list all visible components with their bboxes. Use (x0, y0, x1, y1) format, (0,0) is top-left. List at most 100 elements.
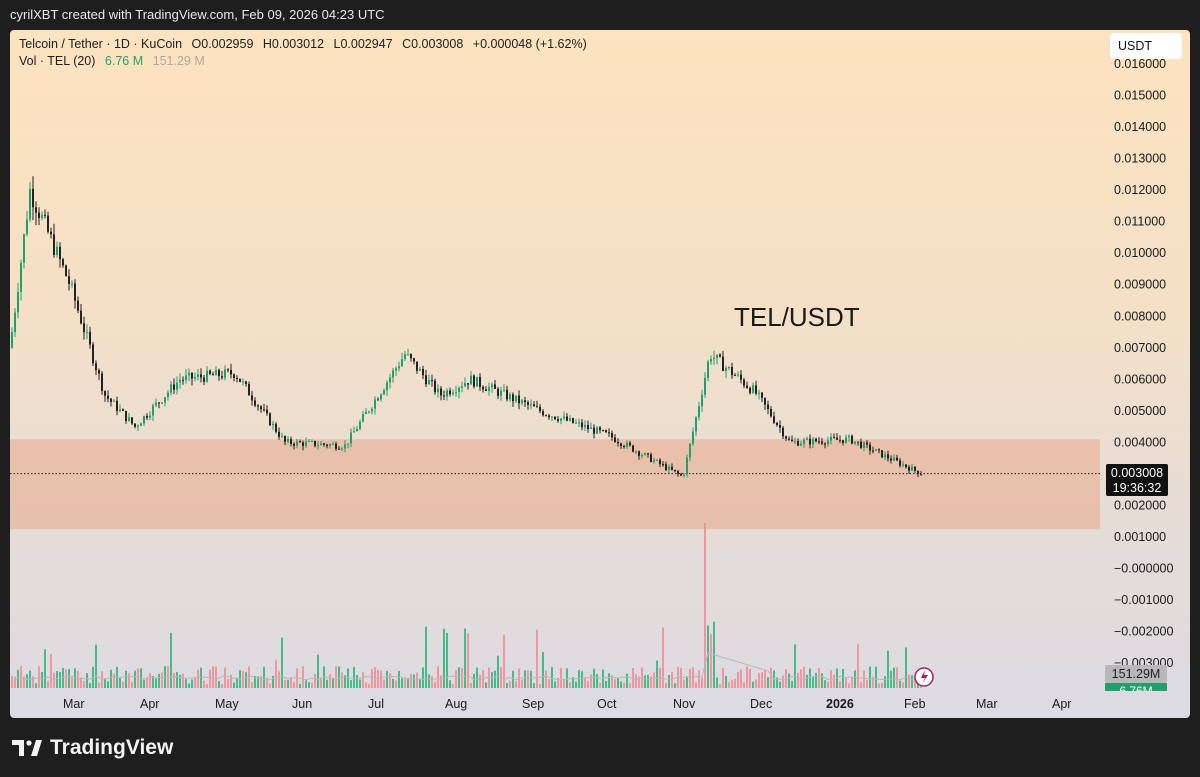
candle-body (635, 451, 637, 453)
candle-body (572, 418, 574, 423)
volume-bar (440, 675, 442, 688)
volume-bar (707, 625, 709, 688)
candle-body (737, 374, 739, 376)
volume-bar (617, 677, 619, 688)
volume-label[interactable]: Vol · TEL (20) (19, 54, 96, 68)
volume-bar (134, 670, 136, 688)
volume-bar (458, 667, 460, 688)
price-chart[interactable]: 0.016000 0.015000 0.014000 0.013000 0.012000… (10, 30, 1190, 718)
x-tick-label: Apr (140, 697, 159, 711)
x-tick-label: Apr (1052, 697, 1071, 711)
volume-bar (755, 679, 757, 688)
volume-bar (200, 667, 202, 688)
candle-body (773, 416, 775, 423)
candle-body (80, 310, 82, 324)
volume-bar (866, 680, 868, 688)
candle-body (605, 430, 607, 433)
y-tick-label: 0.015000 (1114, 89, 1166, 103)
volume-bar (107, 681, 109, 688)
candle-body (143, 416, 145, 424)
volume-bar (71, 677, 73, 688)
x-tick-label: Oct (597, 697, 617, 711)
candle-body (482, 386, 484, 390)
candle-body (683, 474, 685, 476)
volume-bar (53, 672, 55, 688)
candle-body (824, 443, 826, 445)
volume-bar (230, 674, 232, 688)
candle-body (257, 405, 259, 407)
candle-body (17, 291, 19, 313)
candle-body (344, 444, 346, 449)
volume-bar (419, 678, 421, 688)
candle-body (341, 448, 343, 450)
candle-body (179, 379, 181, 383)
symbol-label[interactable]: Telcoin / Tether · 1D · KuCoin (19, 37, 183, 51)
candle-body (215, 369, 217, 376)
volume-bar (65, 669, 67, 688)
candle-body (146, 416, 148, 418)
candle-body (710, 359, 712, 362)
volume-bar (722, 667, 724, 688)
candle-body (878, 449, 880, 451)
volume-bar (206, 683, 208, 688)
x-tick-label: Nov (673, 697, 696, 711)
chart-area[interactable]: 0.016000 0.015000 0.014000 0.013000 0.012000… (10, 30, 1190, 718)
candle-body (200, 374, 202, 378)
candle-body (503, 389, 505, 391)
volume-bar (380, 670, 382, 688)
candle-body (617, 442, 619, 444)
volume-ma-tag: 151.29M (1105, 665, 1167, 683)
volume-bar (875, 666, 877, 688)
volume-bar (56, 671, 58, 688)
candle-body (167, 392, 169, 398)
support-zone (10, 439, 1100, 530)
volume-bar (818, 668, 820, 688)
volume-bar (464, 628, 466, 688)
volume-bar (20, 666, 22, 688)
volume-bar (299, 683, 301, 688)
candle-body (797, 441, 799, 446)
candle-body (272, 423, 274, 426)
candle-body (98, 370, 100, 374)
candle-body (395, 368, 397, 371)
candle-body (311, 440, 313, 442)
candle-body (704, 377, 706, 395)
candle-body (470, 375, 472, 385)
tradingview-logo[interactable]: TradingView (12, 736, 173, 760)
candle-body (380, 394, 382, 400)
y-tick-label: 0.013000 (1114, 152, 1166, 166)
volume-bar (161, 672, 163, 688)
volume-bar (554, 681, 556, 688)
candle-body (455, 392, 457, 394)
candle-body (386, 382, 388, 391)
volume-bar (530, 670, 532, 688)
volume-bar (701, 677, 703, 688)
volume-bar (128, 673, 130, 688)
volume-bar (623, 682, 625, 688)
volume-bar (794, 644, 796, 688)
candle-body (281, 435, 283, 437)
candle-body (440, 388, 442, 396)
last-price-tag: 0.003008 19:36:32 (1106, 464, 1168, 496)
volume-bar (566, 668, 568, 688)
candle-body (563, 416, 565, 419)
candle-body (410, 354, 412, 359)
candle-body (866, 442, 868, 445)
candle-body (749, 387, 751, 393)
candle-body (491, 384, 493, 388)
volume-bar (437, 666, 439, 688)
candle-body (332, 443, 334, 445)
candle-body (320, 443, 322, 446)
volume-bar (542, 652, 544, 688)
candle-body (542, 411, 544, 416)
candle-body (446, 390, 448, 397)
volume-bar (317, 654, 319, 688)
volume-bar (461, 668, 463, 688)
candle-body (722, 356, 724, 371)
currency-badge[interactable]: USDT (1110, 33, 1182, 59)
volume-bar (767, 677, 769, 688)
candle-body (707, 361, 709, 378)
candle-body (674, 469, 676, 472)
candle-body (308, 440, 310, 442)
volume-bar (671, 671, 673, 688)
